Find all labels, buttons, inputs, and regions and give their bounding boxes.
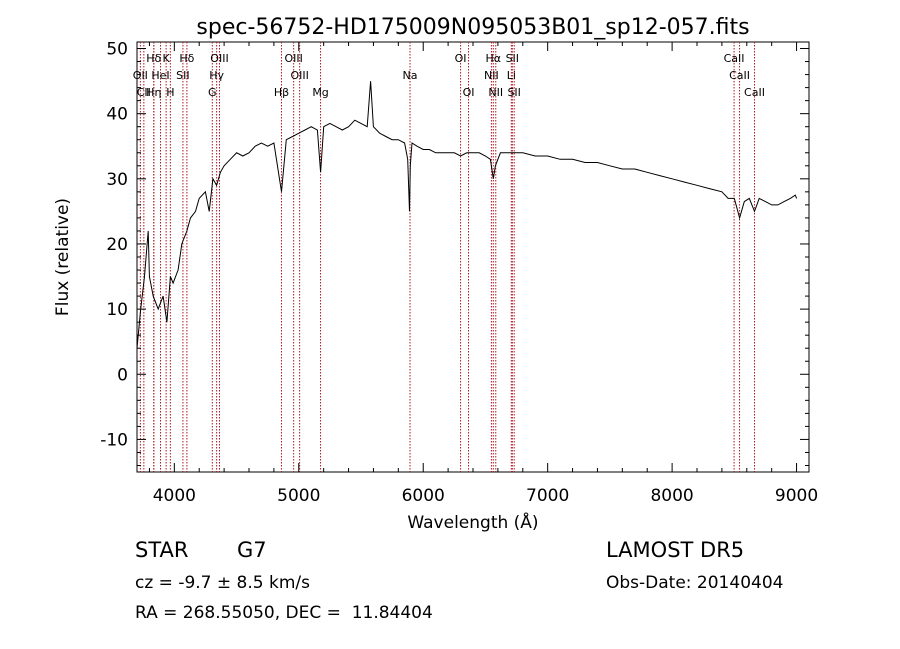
y-tick-label: 40	[106, 105, 128, 125]
line-marker-label: Hα	[486, 52, 502, 65]
x-tick-label: 4000	[153, 486, 196, 506]
line-marker-label: CII	[137, 86, 151, 99]
line-marker-label: H	[166, 86, 174, 99]
line-marker-label: OII	[133, 69, 148, 82]
line-marker-label: SII	[506, 52, 519, 65]
redshift-cz: cz = -9.7 ± 8.5 km/s	[135, 573, 310, 593]
line-marker-label: NII	[484, 69, 499, 82]
chart-title: spec-56752-HD175009N095053B01_sp12-057.f…	[196, 15, 749, 40]
x-tick-label: 9000	[775, 486, 818, 506]
object-class: STAR	[135, 538, 189, 562]
line-marker-label: Hδ	[179, 52, 194, 65]
object-subclass: G7	[237, 538, 267, 562]
y-axis-label: Flux (relative)	[53, 198, 73, 316]
y-tick-label: 20	[106, 235, 128, 255]
y-tick-label: -10	[100, 430, 128, 450]
line-marker-label: NII	[488, 86, 503, 99]
line-marker-label: CaII	[729, 69, 750, 82]
line-marker-label: OI	[463, 86, 475, 99]
y-tick-group: -10 0 10 20 30 40 50	[100, 40, 809, 466]
x-tick-label: 7000	[526, 486, 569, 506]
x-tick-label: 6000	[402, 486, 445, 506]
line-marker-label: Hγ	[209, 69, 224, 82]
observation-date: Obs-Date: 20140404	[606, 573, 784, 593]
survey-name: LAMOST DR5	[606, 538, 745, 562]
series-group	[136, 81, 798, 349]
plot-frame	[136, 41, 810, 473]
line-marker-group	[139, 42, 755, 472]
line-marker-label: Li	[507, 69, 516, 82]
line-marker-label: G	[208, 86, 217, 99]
line-marker-label: K	[163, 52, 171, 65]
line-marker-label: Mg	[312, 86, 328, 99]
line-marker-label: Hδ	[146, 52, 161, 65]
y-tick-label: 50	[106, 40, 128, 60]
x-tick-label: 5000	[277, 486, 320, 506]
line-marker-label: Hβ	[274, 86, 289, 99]
line-marker-label: OIII	[290, 69, 308, 82]
line-marker-label: SII	[507, 86, 520, 99]
line-marker-label: OIII	[210, 52, 228, 65]
line-marker-label: Na	[403, 69, 418, 82]
line-marker-label: CaII	[724, 52, 745, 65]
line-marker-label: CaII	[744, 86, 765, 99]
x-tick-label: 8000	[650, 486, 693, 506]
x-tick-group: 4000 5000 6000 7000 8000 9000	[148, 42, 818, 506]
x-axis-label: Wavelength (Å)	[407, 511, 538, 533]
line-marker-label: Hη	[146, 86, 161, 99]
ra-dec-coordinates: RA = 268.55050, DEC = 11.84404	[135, 603, 433, 623]
y-tick-label: 0	[117, 365, 128, 385]
line-marker-label: HeI	[151, 69, 169, 82]
y-tick-label: 10	[106, 300, 128, 320]
y-tick-label: 30	[106, 170, 128, 190]
line-marker-label: OIII	[284, 52, 302, 65]
line-marker-label: SII	[176, 69, 189, 82]
spectrum-line	[136, 81, 798, 349]
line-marker-label: OI	[455, 52, 467, 65]
